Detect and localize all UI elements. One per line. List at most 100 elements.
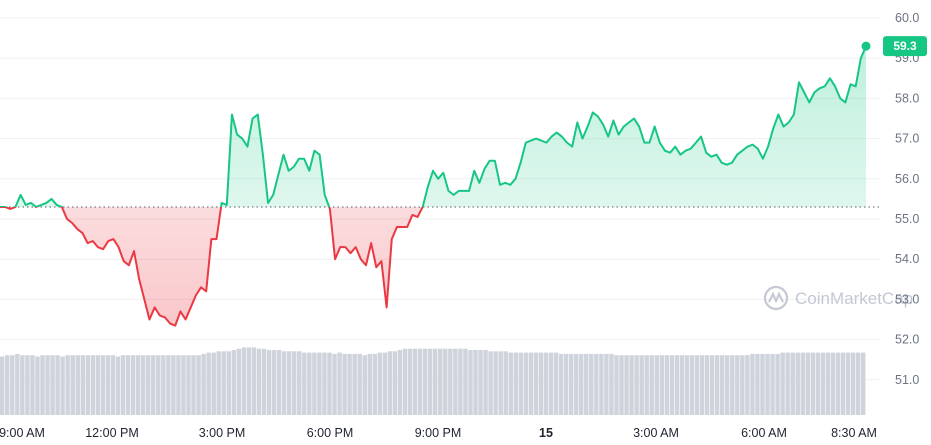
volume-bar — [533, 352, 539, 415]
volume-bar — [730, 355, 735, 415]
volume-bar — [20, 355, 25, 415]
volume-bar — [302, 352, 307, 415]
coinmarketcap-logo-icon — [763, 285, 789, 311]
volume-bar — [156, 355, 161, 415]
last-price-dot — [861, 41, 871, 51]
volume-bar — [15, 353, 20, 415]
volume-bar — [488, 351, 493, 415]
volume-bar — [357, 353, 362, 415]
volume-bar — [130, 355, 136, 415]
volume-bar — [322, 352, 327, 415]
volume-bar — [770, 353, 775, 415]
volume-bar — [790, 352, 795, 415]
volume-bar — [80, 355, 85, 415]
volume-bar — [392, 351, 398, 415]
volume-bar — [478, 350, 483, 415]
volume-bar — [493, 351, 498, 415]
volume-bar — [815, 352, 821, 415]
volume-bar — [85, 355, 91, 415]
volume-bar — [563, 353, 569, 415]
x-tick-label: 15 — [539, 426, 553, 440]
volume-bar — [196, 355, 201, 415]
price-areas — [0, 46, 866, 326]
volume-bar — [201, 353, 206, 415]
y-tick-label: 60.0 — [895, 11, 919, 25]
volume-bar — [659, 355, 665, 415]
volume-bar — [100, 355, 106, 415]
volume-bar — [684, 355, 690, 415]
x-tick-label: 3:00 AM — [633, 426, 679, 440]
volume-bar — [151, 355, 156, 415]
volume-bar — [740, 355, 745, 415]
volume-bar — [513, 352, 518, 415]
volume-bar — [266, 350, 272, 415]
volume-bar — [297, 351, 302, 415]
y-tick-label: 57.0 — [895, 132, 919, 146]
volume-bar — [216, 351, 221, 415]
volume-bar — [719, 355, 725, 415]
volume-bar — [342, 353, 347, 415]
volume-bar — [377, 352, 383, 415]
volume-bar — [65, 355, 70, 415]
volume-bar — [579, 353, 584, 415]
volume-bar — [558, 353, 564, 415]
volume-bar — [397, 350, 403, 415]
volume-bar — [850, 352, 856, 415]
volume-bar — [312, 352, 317, 415]
volume-bar — [286, 351, 292, 415]
volume-bar — [568, 353, 574, 415]
volume-bar — [161, 355, 166, 415]
volume-bar — [704, 355, 710, 415]
x-tick-label: 3:00 PM — [199, 426, 246, 440]
volume-bar — [317, 352, 322, 415]
volume-bar — [508, 352, 513, 415]
volume-bar — [644, 355, 649, 415]
volume-bar — [261, 348, 267, 415]
volume-bar — [458, 348, 463, 415]
volume-bar — [674, 355, 680, 415]
volume-bar — [830, 352, 836, 415]
volume-bar — [825, 352, 831, 415]
volume-bar — [750, 353, 755, 415]
volume-bar — [725, 355, 730, 415]
volume-bar — [281, 351, 287, 415]
volume-bar — [614, 355, 619, 415]
volume-bar — [110, 355, 116, 415]
x-tick-label: 9:00 AM — [0, 426, 45, 440]
volume-bar — [503, 351, 508, 415]
volume-bar — [146, 355, 151, 415]
volume-bar — [639, 355, 644, 415]
volume-bar — [115, 356, 121, 415]
volume-bar — [629, 355, 634, 415]
volume-bar — [820, 352, 826, 415]
volume-bar — [765, 353, 770, 415]
volume-bar — [307, 352, 312, 415]
volume-bar — [412, 348, 418, 415]
volume-bar — [10, 355, 15, 415]
volume-bar — [362, 355, 367, 415]
price-line-up — [0, 45, 867, 207]
volume-bar — [70, 355, 75, 415]
volume-bar — [231, 350, 237, 415]
volume-bar — [221, 351, 226, 415]
price-lines — [0, 45, 867, 327]
volume-bar — [694, 355, 700, 415]
volume-bar — [186, 355, 191, 415]
price-line-down — [0, 206, 424, 327]
volume-bar — [735, 355, 740, 415]
x-tick-label: 12:00 PM — [85, 426, 139, 440]
volume-bar — [438, 348, 443, 415]
volume-bar — [473, 350, 478, 415]
volume-bar — [226, 351, 232, 415]
volume-bar — [483, 350, 488, 415]
volume-bar — [417, 348, 423, 415]
y-tick-label: 56.0 — [895, 172, 919, 186]
volume-bar — [50, 355, 55, 415]
volume-bar — [573, 353, 579, 415]
volume-bar — [271, 350, 277, 415]
volume-bar — [236, 348, 242, 415]
x-tick-label: 6:00 AM — [741, 426, 787, 440]
y-axis: 60.059.058.057.056.055.054.053.052.051.0 — [895, 11, 919, 387]
last-price-marker: 59.3 — [861, 36, 927, 57]
